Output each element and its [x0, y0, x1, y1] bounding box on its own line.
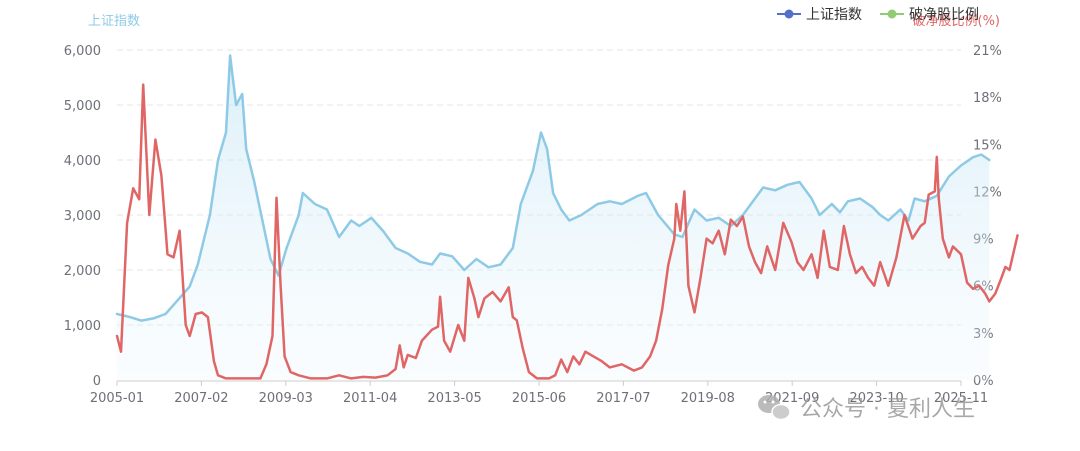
legend-marker-pb-ratio [887, 9, 897, 19]
left-axis-tick-label: 6,000 [64, 44, 101, 59]
left-axis-tick-label: 5,000 [64, 99, 101, 114]
series-area-shanghai-index [117, 55, 990, 380]
x-axis-tick-label: 2007-02 [174, 391, 228, 406]
watermark: 公众号 · 夏利人生 [758, 395, 975, 422]
x-axis-tick-label: 2005-01 [90, 391, 144, 406]
series-line-shanghai-index [115, 54, 991, 322]
x-axis-tick-label: 2023-10 [849, 391, 903, 406]
left-axis-ticks: 0 1,000 2,000 3,000 4,000 5,000 6,000 [64, 44, 101, 389]
x-axis-tick-label: 2025-11 [934, 391, 988, 406]
x-axis-tick-label: 2009-03 [259, 391, 313, 406]
x-axis-tick-label: 2017-07 [596, 391, 650, 406]
x-axis-tick-label: 2011-04 [343, 391, 397, 406]
right-axis-name: 破净股比例(%) [913, 14, 1001, 29]
series-line-pb-ratio [115, 83, 1019, 380]
left-axis-tick-label: 1,000 [64, 319, 101, 334]
wechat-icon [758, 395, 791, 421]
legend[interactable]: 上证指数 破净股比例 [777, 7, 979, 23]
left-axis-tick-label: 2,000 [64, 264, 101, 279]
legend-marker-shanghai-index [784, 9, 794, 19]
legend-label-pb-ratio: 破净股比例 [909, 7, 979, 23]
x-axis-ticks: 2005-01 2007-02 2009-03 2011-04 2013-05 2015-… [90, 380, 988, 406]
left-axis-tick-label: 0 [93, 374, 101, 389]
x-axis-tick-label: 2013-05 [427, 391, 481, 406]
left-axis-tick-label: 4,000 [64, 154, 101, 169]
x-axis-tick-label: 2015-06 [512, 391, 566, 406]
left-axis-tick-label: 3,000 [64, 209, 101, 224]
right-axis-tick-label: 15% [973, 138, 1002, 153]
series-layer [115, 54, 1019, 380]
legend-label-shanghai-index: 上证指数 [806, 7, 862, 23]
legend-item-shanghai-index[interactable]: 上证指数 [777, 7, 862, 23]
left-axis-name: 上证指数 [88, 14, 140, 29]
right-axis-tick-label: 18% [973, 91, 1002, 106]
watermark-text: 公众号 · 夏利人生 [800, 397, 975, 422]
legend-item-pb-ratio[interactable]: 破净股比例 [880, 7, 979, 23]
x-axis-tick-label: 2019-08 [681, 391, 735, 406]
right-axis-tick-label: 21% [973, 44, 1002, 59]
